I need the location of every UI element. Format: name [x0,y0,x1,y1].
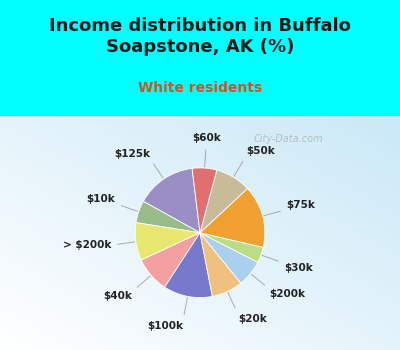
Wedge shape [135,223,200,260]
Text: $125k: $125k [114,148,150,159]
Text: $60k: $60k [192,133,221,143]
Text: $200k: $200k [270,289,306,299]
Text: $75k: $75k [286,199,315,210]
Text: > $200k: > $200k [63,240,111,250]
Wedge shape [200,233,263,262]
Wedge shape [192,168,217,233]
Wedge shape [200,170,248,233]
Text: $50k: $50k [246,146,275,156]
Text: $30k: $30k [284,263,313,273]
Wedge shape [141,233,200,287]
Text: $10k: $10k [87,194,115,204]
Wedge shape [200,233,258,283]
Wedge shape [143,168,200,233]
Wedge shape [165,233,212,298]
Text: City-Data.com: City-Data.com [253,134,323,144]
Text: $40k: $40k [104,292,132,301]
Text: White residents: White residents [138,81,262,95]
Text: $100k: $100k [147,321,183,331]
Wedge shape [136,201,200,233]
Text: Income distribution in Buffalo
Soapstone, AK (%): Income distribution in Buffalo Soapstone… [49,17,351,56]
Wedge shape [200,189,265,247]
Wedge shape [200,233,241,296]
Text: $20k: $20k [238,314,266,324]
